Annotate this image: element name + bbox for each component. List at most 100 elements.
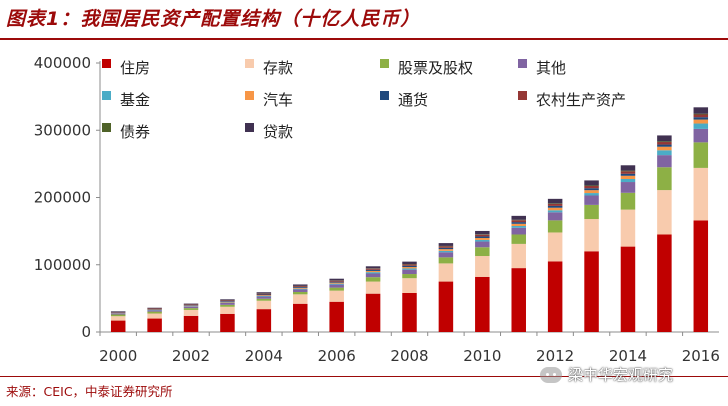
bar-segment <box>511 234 526 244</box>
bar-segment <box>438 257 454 264</box>
bar-segment <box>657 167 672 191</box>
bar-segment <box>110 314 126 317</box>
bar-segment <box>438 249 454 251</box>
bar-segment <box>475 239 490 242</box>
bar-segment <box>438 250 454 253</box>
bar-segment <box>693 117 709 120</box>
legend-swatch <box>245 123 254 132</box>
legend-label: 存款 <box>263 59 293 77</box>
bar-segment <box>693 107 709 114</box>
bar-segment <box>365 277 381 282</box>
bar-segment <box>183 304 199 306</box>
legend-swatch <box>102 59 111 68</box>
bar-segment <box>438 243 454 246</box>
bar-segment <box>584 185 599 187</box>
bar-segment <box>293 287 308 288</box>
bar-segment <box>329 284 344 288</box>
bar-segment <box>402 269 417 275</box>
bar-segment <box>365 281 381 294</box>
legend-swatch <box>380 59 389 68</box>
bar-segment <box>147 311 162 314</box>
bar-segment <box>547 261 563 332</box>
bar-segment <box>475 230 490 235</box>
bar-segment <box>620 182 636 193</box>
bar-segment <box>511 243 526 269</box>
x-tick-label: 2008 <box>390 347 428 365</box>
bar-segment <box>256 296 272 299</box>
bar-segment <box>657 190 672 235</box>
bar-segment <box>220 313 235 332</box>
bar-segment <box>329 287 344 291</box>
bar-segment <box>620 165 636 171</box>
bar-segment <box>511 222 526 224</box>
bar-segment <box>220 301 235 303</box>
bar-segment <box>547 210 563 213</box>
bar-segment <box>547 220 563 233</box>
bar-segment <box>620 192 636 210</box>
bar-segment <box>657 141 672 143</box>
bar-segment <box>256 294 272 296</box>
bar-segment <box>402 268 417 270</box>
bar-segment <box>293 289 308 292</box>
y-tick-label: 0 <box>81 323 91 341</box>
bar-segment <box>402 274 417 279</box>
y-tick-label: 100000 <box>34 256 91 274</box>
legend-label: 住房 <box>120 59 150 77</box>
bar-segment <box>293 291 308 295</box>
y-tick-label: 400000 <box>34 54 91 72</box>
legend-swatch <box>245 59 254 68</box>
bar-segment <box>183 309 199 316</box>
bar-segment <box>256 300 272 310</box>
bar-segment <box>547 198 563 204</box>
x-tick-label: 2000 <box>99 347 137 365</box>
bar-segment <box>402 292 417 332</box>
bar-segment <box>256 309 272 332</box>
bar-segment <box>365 273 381 278</box>
bar-segment <box>329 281 344 283</box>
bar-segment <box>547 205 563 208</box>
bar-segment <box>620 179 636 183</box>
bar-segment <box>475 241 490 248</box>
bar-segment <box>547 207 563 211</box>
bar-segment <box>693 128 709 143</box>
bar-segment <box>329 282 344 284</box>
bar-segment <box>475 276 490 332</box>
bar-segment <box>293 288 308 290</box>
bar-segment <box>657 150 672 156</box>
bar-segment <box>402 267 417 269</box>
stacked-bar-chart: 0 100000 200000 300000 400000 2000 2002 2004 200… <box>34 54 720 365</box>
bar-segment <box>438 246 454 248</box>
legend-label: 其他 <box>536 59 566 77</box>
bar-segment <box>620 246 636 332</box>
bar-segment <box>256 295 272 297</box>
bar-segment <box>402 264 417 266</box>
bar-segment <box>693 167 709 221</box>
title-divider <box>0 38 728 40</box>
bar-segment <box>110 311 126 312</box>
bar-segment <box>365 268 381 270</box>
watermark-text: 梁中华宏观研究 <box>568 366 674 384</box>
bar-segment <box>693 119 709 124</box>
bar-segment <box>511 227 526 235</box>
bar-segment <box>584 186 599 189</box>
bar-segment <box>438 263 454 282</box>
bar-segment <box>584 180 599 186</box>
bar-segment <box>438 281 454 332</box>
x-tick-label: 2012 <box>536 347 574 365</box>
bar-segment <box>475 234 490 237</box>
bar-segment <box>329 301 344 332</box>
bar-segment <box>657 155 672 168</box>
bar-segment <box>475 247 490 257</box>
bar-segment <box>657 234 672 332</box>
legend-swatch <box>380 91 389 100</box>
bar-segment <box>475 236 490 238</box>
bar-segment <box>329 290 344 302</box>
legend-label: 通货 <box>398 91 428 109</box>
bar-segment <box>293 303 308 332</box>
bar-segment <box>693 220 709 332</box>
legend-swatch <box>518 91 527 100</box>
bar-segment <box>147 307 162 309</box>
bar-segment <box>584 188 599 191</box>
bar-segment <box>547 232 563 262</box>
bar-segment <box>220 299 235 301</box>
